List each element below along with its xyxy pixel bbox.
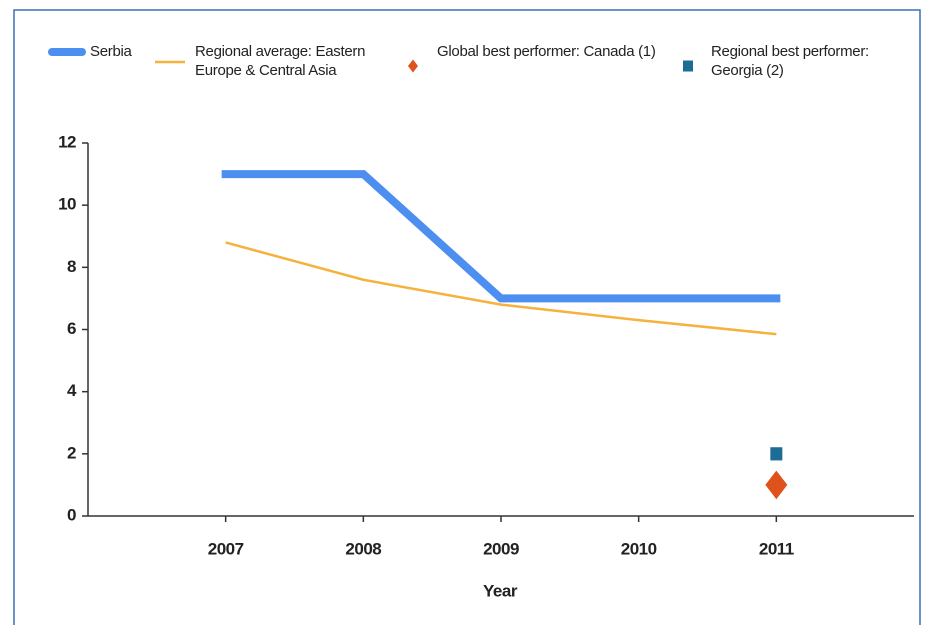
- square-marker: [770, 447, 783, 461]
- x-tick-label: 2008: [345, 539, 381, 558]
- legend-label: Regional best performer: Georgia (2): [711, 43, 869, 79]
- y-tick-label: 10: [58, 195, 76, 214]
- legend-label: Global best performer: Canada (1): [437, 43, 656, 60]
- diamond-marker: [408, 59, 418, 73]
- x-tick-label: 2009: [483, 539, 519, 558]
- x-tick-label: 2010: [621, 539, 657, 558]
- y-tick-label: 6: [67, 319, 76, 338]
- legend-label: Serbia: [90, 43, 132, 60]
- y-tick-label: 4: [67, 381, 77, 400]
- series-line: [221, 170, 781, 303]
- y-tick-label: 8: [67, 257, 76, 276]
- frame: [13, 9, 921, 625]
- square-marker: [683, 60, 693, 72]
- series-line: [225, 241, 777, 336]
- y-tick-label: 2: [67, 443, 76, 462]
- y-tick-label: 12: [58, 132, 76, 151]
- y-tick-label: 0: [67, 505, 76, 524]
- x-tick-label: 2007: [208, 539, 244, 558]
- x-axis-title: Year: [483, 581, 518, 600]
- legend-label: Regional average: Eastern Europe & Centr…: [195, 43, 366, 79]
- diamond-marker: [765, 470, 788, 500]
- x-tick-label: 2011: [759, 539, 794, 558]
